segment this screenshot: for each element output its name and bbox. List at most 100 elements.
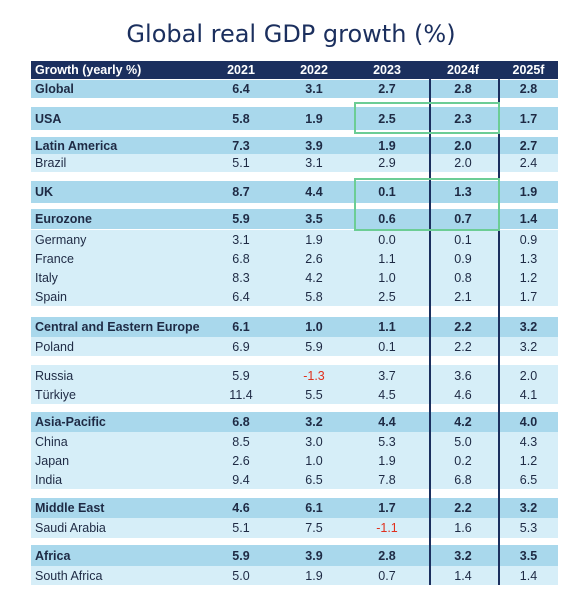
table-row: India 9.4 6.5 7.8 6.8 6.5 (31, 470, 558, 489)
row-label: Africa (35, 548, 71, 563)
table-row: Eurozone 5.9 3.5 0.6 0.7 1.4 (31, 209, 558, 229)
row-label: China (35, 434, 68, 449)
value-cell: 4.4 (378, 415, 396, 429)
value-cell: -1.1 (376, 521, 398, 535)
value-cell: 3.2 (519, 339, 538, 354)
header-2025f: 2025f (512, 63, 545, 77)
table-row: USA 5.8 1.9 2.5 2.3 1.7 (31, 107, 558, 130)
value-cell: 7.8 (378, 472, 396, 487)
value-cell: 0.9 (454, 251, 472, 266)
value-cell: 1.7 (519, 111, 538, 126)
value-cell: 2.9 (378, 156, 396, 170)
value-cell: 7.3 (232, 138, 250, 153)
divider-2023-2024 (429, 61, 431, 585)
header-label: Growth (yearly %) (35, 63, 142, 77)
table-row: Japan 2.6 1.0 1.9 0.2 1.2 (31, 451, 558, 470)
value-cell: 6.4 (232, 82, 250, 96)
value-cell: 6.8 (454, 472, 472, 487)
row-label: Japan (35, 453, 70, 468)
table-row: Türkiye 11.4 5.5 4.5 4.6 4.1 (31, 386, 558, 404)
header-2023: 2023 (373, 63, 401, 77)
row-label: Spain (35, 289, 67, 304)
value-cell: 3.9 (305, 548, 323, 563)
row-label: France (35, 251, 74, 266)
table-row: Italy 8.3 4.2 1.0 0.8 1.2 (31, 268, 558, 287)
value-cell: 2.2 (454, 339, 472, 354)
table-row: Russia 5.9 -1.3 3.7 3.6 2.0 (31, 365, 558, 386)
highlight-usa-box (354, 102, 500, 134)
value-cell: 1.9 (305, 568, 323, 583)
value-cell: 2.2 (454, 320, 472, 334)
value-cell: 0.8 (454, 270, 472, 285)
header-2021: 2021 (227, 63, 255, 77)
row-label: Saudi Arabia (35, 521, 106, 535)
value-cell: 3.5 (519, 548, 538, 563)
row-label: Italy (35, 270, 58, 285)
value-cell: 1.0 (305, 453, 323, 468)
value-cell: 4.6 (454, 388, 472, 402)
table-row: Asia-Pacific 6.8 3.2 4.4 4.2 4.0 (31, 412, 558, 432)
value-cell: 2.4 (519, 156, 538, 170)
value-cell: 5.5 (305, 388, 323, 402)
table-row: Africa 5.9 3.9 2.8 3.2 3.5 (31, 545, 558, 566)
value-cell: 0.9 (519, 232, 538, 247)
value-cell: 1.2 (519, 270, 538, 285)
value-cell: 4.1 (519, 388, 538, 402)
value-cell: 3.2 (454, 548, 472, 563)
value-cell: 6.8 (232, 415, 250, 429)
value-cell: 5.9 (232, 548, 250, 563)
value-cell: 2.6 (305, 251, 323, 266)
value-cell: 6.5 (305, 472, 323, 487)
value-cell: 8.5 (232, 434, 250, 449)
table-header: Growth (yearly %) 2021 2022 2023 2024f 2… (31, 61, 558, 79)
table-row: Latin America 7.3 3.9 1.9 2.0 2.7 (31, 137, 558, 154)
value-cell: 4.4 (305, 185, 323, 199)
value-cell: 2.7 (519, 138, 538, 153)
value-cell: 1.3 (519, 251, 538, 266)
value-cell: 2.8 (378, 548, 396, 563)
value-cell: 6.8 (232, 251, 250, 266)
value-cell: 5.9 (232, 368, 250, 383)
row-label: Global (35, 82, 74, 96)
value-cell: 1.9 (378, 138, 396, 153)
value-cell: 1.9 (305, 111, 323, 126)
row-label: UK (35, 185, 54, 199)
value-cell: 2.5 (378, 289, 396, 304)
value-cell: 4.6 (232, 501, 250, 515)
table-row: Germany 3.1 1.9 0.0 0.1 0.9 (31, 230, 558, 249)
value-cell: 5.9 (232, 212, 250, 226)
value-cell: 2.8 (454, 82, 472, 96)
value-cell: 5.8 (305, 289, 323, 304)
value-cell: 4.2 (305, 270, 323, 285)
value-cell: 2.8 (519, 82, 538, 96)
value-cell: 6.5 (519, 472, 538, 487)
table-row: UK 8.7 4.4 0.1 1.3 1.9 (31, 181, 558, 203)
table-row: South Africa 5.0 1.9 0.7 1.4 1.4 (31, 566, 558, 585)
value-cell: 3.1 (305, 156, 323, 170)
value-cell: 2.3 (454, 111, 472, 126)
value-cell: 6.4 (232, 289, 250, 304)
value-cell: 2.6 (232, 453, 250, 468)
value-cell: 1.7 (378, 501, 396, 515)
value-cell: 1.4 (519, 212, 538, 226)
value-cell: 1.3 (454, 185, 472, 199)
value-cell: 1.7 (519, 289, 538, 304)
value-cell: 1.0 (305, 320, 323, 334)
value-cell: 3.2 (305, 415, 323, 429)
value-cell: 4.0 (519, 415, 538, 429)
table-row: Brazil 5.1 3.1 2.9 2.0 2.4 (31, 154, 558, 172)
table-row: Middle East 4.6 6.1 1.7 2.2 3.2 (31, 498, 558, 518)
row-label: Poland (35, 339, 74, 354)
value-cell: 3.1 (232, 232, 250, 247)
value-cell: 1.4 (519, 568, 538, 583)
value-cell: 0.1 (378, 339, 396, 354)
table-row: France 6.8 2.6 1.1 0.9 1.3 (31, 249, 558, 268)
row-label: South Africa (35, 568, 103, 583)
value-cell: 5.3 (519, 521, 538, 535)
chart-title: Global real GDP growth (%) (126, 20, 456, 48)
value-cell: 6.1 (305, 501, 323, 515)
row-label: Eurozone (35, 212, 92, 226)
value-cell: 2.0 (454, 156, 472, 170)
value-cell: 6.9 (232, 339, 250, 354)
value-cell: 8.3 (232, 270, 250, 285)
